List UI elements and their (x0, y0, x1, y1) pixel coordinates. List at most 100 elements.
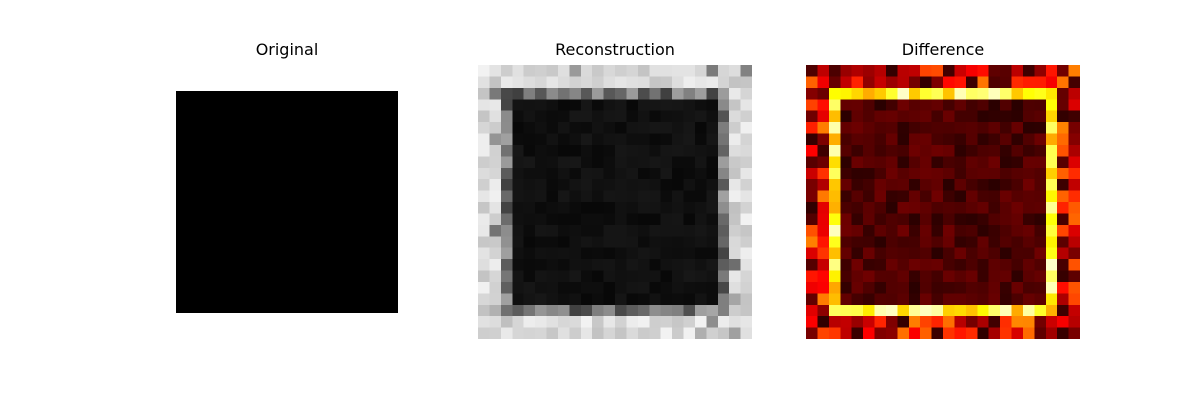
reconstruction-cell (558, 248, 570, 260)
reconstruction-cell (615, 259, 627, 271)
difference-cell (1000, 191, 1012, 203)
reconstruction-cell (512, 179, 524, 191)
difference-cell (1023, 145, 1035, 157)
reconstruction-cell (512, 282, 524, 294)
reconstruction-cell (638, 111, 650, 123)
difference-cell (806, 191, 818, 203)
difference-cell (977, 248, 989, 260)
reconstruction-cell (524, 316, 536, 328)
difference-cell (1057, 145, 1069, 157)
reconstruction-cell (569, 271, 581, 283)
difference-cell (977, 122, 989, 134)
reconstruction-cell (695, 168, 707, 180)
reconstruction-cell (684, 293, 696, 305)
difference-cell (954, 179, 966, 191)
difference-cell (886, 191, 898, 203)
difference-cell (1057, 213, 1069, 225)
reconstruction-cell (501, 88, 513, 100)
reconstruction-cell (626, 328, 638, 339)
reconstruction-cell (684, 202, 696, 214)
difference-cell (817, 316, 829, 328)
reconstruction-cell (672, 168, 684, 180)
difference-cell (897, 213, 909, 225)
difference-cell (886, 236, 898, 248)
reconstruction-cell (741, 236, 752, 248)
difference-cell (977, 65, 989, 77)
reconstruction-cell (569, 156, 581, 168)
reconstruction-cell (512, 168, 524, 180)
reconstruction-cell (501, 76, 513, 88)
reconstruction-cell (649, 236, 661, 248)
difference-cell (840, 213, 852, 225)
reconstruction-cell (489, 111, 501, 123)
reconstruction-cell (547, 76, 559, 88)
difference-cell (909, 122, 921, 134)
reconstruction-cell (638, 76, 650, 88)
difference-cell (829, 191, 841, 203)
difference-cell (817, 213, 829, 225)
reconstruction-cell (638, 99, 650, 111)
difference-cell (1000, 76, 1012, 88)
reconstruction-cell (695, 156, 707, 168)
difference-cell (875, 111, 887, 123)
difference-cell (966, 271, 978, 283)
reconstruction-cell (478, 316, 490, 328)
reconstruction-cell (649, 259, 661, 271)
reconstruction-cell (547, 236, 559, 248)
reconstruction-cell (592, 225, 604, 237)
difference-cell (1000, 145, 1012, 157)
reconstruction-cell (535, 202, 547, 214)
reconstruction-cell (661, 145, 673, 157)
difference-cell (1000, 305, 1012, 317)
difference-cell (1057, 316, 1069, 328)
difference-cell (1023, 293, 1035, 305)
difference-cell (920, 248, 932, 260)
difference-cell (920, 259, 932, 271)
reconstruction-cell (512, 111, 524, 123)
reconstruction-cell (729, 213, 741, 225)
reconstruction-cell (592, 213, 604, 225)
difference-cell (1069, 122, 1080, 134)
reconstruction-cell (626, 76, 638, 88)
reconstruction-cell (478, 156, 490, 168)
difference-cell (1057, 225, 1069, 237)
difference-cell (852, 282, 864, 294)
reconstruction-cell (626, 202, 638, 214)
reconstruction-cell (592, 179, 604, 191)
reconstruction-cell (672, 145, 684, 157)
reconstruction-cell (626, 271, 638, 283)
reconstruction-cell (501, 225, 513, 237)
reconstruction-cell (524, 305, 536, 317)
difference-cell (932, 111, 944, 123)
difference-cell (966, 191, 978, 203)
reconstruction-cell (535, 259, 547, 271)
reconstruction-cell (512, 134, 524, 146)
reconstruction-cell (729, 202, 741, 214)
reconstruction-cell (615, 134, 627, 146)
difference-cell (1034, 145, 1046, 157)
difference-cell (943, 202, 955, 214)
difference-cell (1069, 202, 1080, 214)
difference-cell (1000, 225, 1012, 237)
reconstruction-cell (547, 248, 559, 260)
difference-cell (989, 99, 1001, 111)
reconstruction-cell (547, 88, 559, 100)
reconstruction-cell (547, 156, 559, 168)
reconstruction-cell (535, 213, 547, 225)
difference-cell (840, 179, 852, 191)
difference-cell (829, 134, 841, 146)
difference-cell (966, 213, 978, 225)
difference-cell (943, 168, 955, 180)
reconstruction-cell (649, 248, 661, 260)
difference-cell (989, 271, 1001, 283)
difference-cell (875, 225, 887, 237)
difference-cell (1046, 145, 1058, 157)
reconstruction-cell (592, 259, 604, 271)
difference-cell (829, 156, 841, 168)
reconstruction-cell (489, 282, 501, 294)
reconstruction-cell (729, 305, 741, 317)
reconstruction-cell (489, 328, 501, 339)
difference-cell (989, 236, 1001, 248)
reconstruction-cell (695, 225, 707, 237)
difference-cell (1057, 282, 1069, 294)
